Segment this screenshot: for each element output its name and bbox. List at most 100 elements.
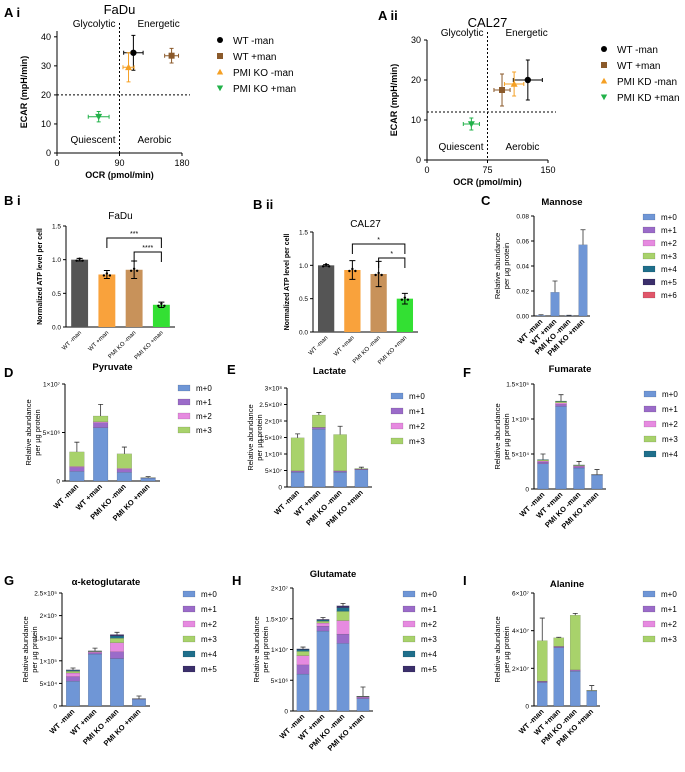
- g-legend-swatch: [182, 605, 196, 613]
- d-bar-segment: [93, 427, 109, 482]
- aii-point: [510, 80, 518, 87]
- h-bar-segment: [296, 651, 310, 656]
- ai-legend-marker: [216, 85, 224, 92]
- ai-x-tick-label: 90: [114, 158, 124, 168]
- bii-bar: [396, 298, 414, 332]
- bi-replicate-dot: [163, 304, 166, 307]
- bii-significance-label: *: [390, 251, 393, 258]
- c-legend-label: m+6: [661, 291, 677, 300]
- aii-legend-marker: [601, 62, 607, 68]
- g-legend-label: m+3: [201, 635, 217, 644]
- c-legend-label: m+0: [661, 213, 677, 222]
- d-bar-segment: [140, 477, 156, 482]
- bii-replicate-dot: [400, 298, 404, 301]
- chart-bii: CAL27 0.0 0.5 1.0 1.5 Normalized ATP level pe…: [284, 219, 418, 366]
- chart-f: Fumarate 0 5×10⁴ 1×10⁵ 1.5×10⁵ Relative abund…: [493, 364, 678, 531]
- i-legend-swatch: [642, 635, 656, 643]
- e-errorbar: [337, 425, 343, 435]
- e-legend-swatch: [390, 407, 404, 415]
- bi-replicate-dot: [108, 274, 112, 277]
- bi-x-tick-label: WT +man: [88, 330, 111, 353]
- bii-replicate-dot: [324, 263, 328, 266]
- g-bar-segment: [66, 672, 80, 677]
- chart-aii: CAL27 0 75 150 0 10 20 30 OCR (pmol/min) ECAR (mp…: [389, 15, 680, 187]
- bi-x-tick-label: PMI KO -man: [108, 330, 138, 360]
- ai-x-label: OCR (pmol/min): [85, 170, 154, 180]
- panel-label-i: I: [463, 573, 467, 588]
- d-y-tick-label: 5×10⁶: [43, 430, 61, 437]
- panel-label-f: F: [463, 365, 471, 380]
- bi-replicate-dot: [81, 259, 84, 262]
- e-legend-label: m+3: [409, 437, 425, 446]
- bii-significance-bracket: [351, 243, 406, 254]
- f-bar-segment: [537, 461, 549, 464]
- aii-legend-label: PMI KD -man: [617, 77, 677, 88]
- bii-replicate-dot: [327, 265, 331, 268]
- f-legend-swatch: [643, 405, 657, 413]
- d-legend-swatch: [177, 398, 191, 406]
- ai-legend-marker: [217, 37, 223, 43]
- d-bar-segment: [69, 451, 85, 467]
- aii-quadrant-aerobic: Aerobic: [506, 142, 540, 153]
- e-y-tick-label: 2×10⁸: [265, 419, 283, 426]
- chart-h: Glutamate 0 5×10⁶ 1×10⁷ 1.5×10⁷ 2×10⁷ Relative…: [252, 569, 437, 753]
- d-legend-label: m+3: [196, 426, 212, 435]
- bi-replicate-dot: [102, 274, 106, 277]
- e-legend-label: m+0: [409, 392, 425, 401]
- h-y-tick-label: 1.5×10⁷: [266, 616, 289, 623]
- h-bar-segment: [316, 619, 330, 621]
- f-y-tick-label: 5×10⁴: [512, 452, 530, 459]
- bi-y-tick-label: 0.0: [52, 325, 61, 332]
- d-errorbar: [145, 476, 151, 478]
- c-y-tick-label: 0.00: [516, 314, 529, 321]
- e-bar-segment: [312, 414, 326, 428]
- panel-label-d: D: [4, 365, 13, 380]
- bi-replicate-dot: [78, 257, 81, 260]
- aii-x-tick-label: 75: [482, 165, 492, 175]
- ai-legend-marker: [217, 53, 223, 59]
- h-bar-segment: [296, 655, 310, 666]
- f-bar-segment: [537, 460, 549, 463]
- f-legend-label: m+4: [662, 450, 678, 459]
- bi-replicate-dot: [129, 269, 133, 272]
- f-bar-segment: [555, 402, 567, 405]
- e-legend-swatch: [390, 437, 404, 445]
- bii-y-tick-label: 0.5: [299, 296, 308, 303]
- c-legend-swatch: [642, 213, 656, 221]
- panel-label-g: G: [4, 573, 14, 588]
- bii-significance-bracket: [378, 257, 406, 268]
- h-bar-segment: [296, 648, 310, 650]
- e-errorbar: [295, 433, 301, 438]
- f-legend-swatch: [643, 390, 657, 398]
- bi-significance-bracket: [133, 251, 162, 262]
- g-legend-swatch: [182, 590, 196, 598]
- ai-legend-label: WT +man: [233, 52, 276, 63]
- bi-significance-label: ****: [142, 245, 153, 252]
- bii-y-tick-label: 0.0: [299, 330, 308, 337]
- f-bar-segment: [555, 401, 567, 404]
- aii-x-label: OCR (pmol/min): [453, 177, 522, 187]
- ai-point: [168, 52, 175, 59]
- g-y-tick-label: 5×10⁴: [40, 681, 58, 688]
- g-bar-segment: [88, 653, 102, 707]
- g-bar-segment: [110, 634, 124, 637]
- c-legend-swatch: [642, 291, 656, 299]
- ai-quadrant-quiescent: Quiescent: [70, 135, 115, 146]
- bi-x-tick-label: PMI KO +man: [134, 330, 165, 361]
- aii-legend-label: PMI KD +man: [617, 93, 680, 104]
- e-y-label: Relative abundanceper µg protein: [246, 404, 264, 470]
- aii-quadrant-energetic: Energetic: [506, 28, 548, 39]
- h-bar-segment: [336, 633, 350, 644]
- d-bar-segment: [69, 466, 85, 468]
- i-y-tick-label: 4×10⁷: [512, 628, 530, 635]
- h-errorbar: [360, 686, 366, 697]
- i-y-tick-label: 6×10⁷: [512, 591, 530, 598]
- h-bar-segment: [336, 620, 350, 635]
- c-errorbar: [580, 229, 586, 245]
- c-errorbar: [538, 314, 544, 316]
- d-y-tick-label: 0: [56, 479, 60, 486]
- bi-replicate-dot: [132, 267, 136, 270]
- bii-title: CAL27: [350, 219, 381, 230]
- bii-y-tick-label: 1.5: [299, 230, 308, 237]
- d-errorbar: [121, 446, 127, 454]
